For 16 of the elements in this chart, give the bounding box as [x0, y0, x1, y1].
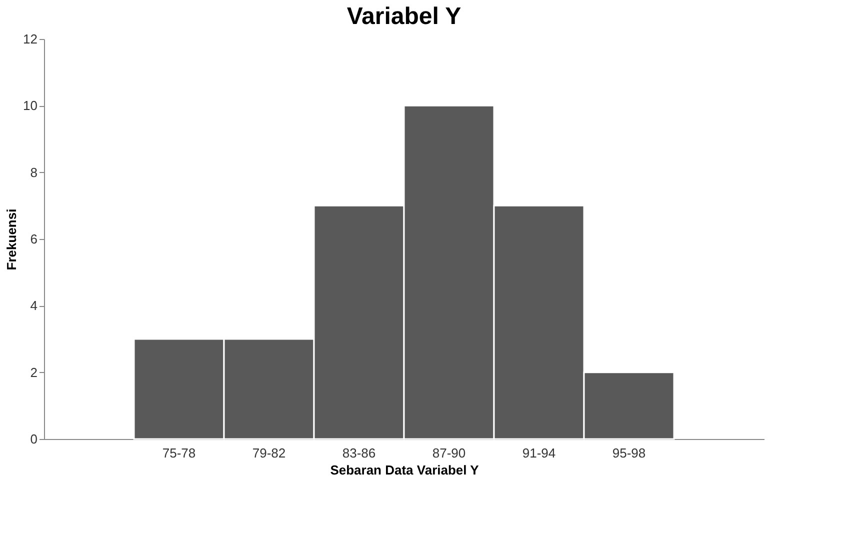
x-tick-label: 83-86 — [342, 446, 376, 460]
y-axis-title: Frekuensi — [4, 208, 20, 270]
y-tick-label: 2 — [30, 364, 38, 380]
y-tick-label: 6 — [30, 232, 38, 246]
y-tick-label: 10 — [23, 98, 38, 114]
x-axis-title: Sebaran Data Variabel Y — [330, 462, 480, 478]
x-tick-label: 95-98 — [612, 446, 646, 460]
x-tick-label: 79-82 — [252, 446, 286, 460]
x-tick-label: 91-94 — [522, 446, 556, 460]
x-tick-label: 75-78 — [162, 446, 196, 460]
chart-title: Variabel Y — [346, 3, 462, 30]
y-tick-label: 4 — [30, 298, 38, 314]
x-tick-label: 87-90 — [432, 446, 466, 460]
y-tick-label: 12 — [23, 32, 38, 46]
y-tick-label: 0 — [30, 432, 38, 446]
y-tick-label: 8 — [30, 164, 38, 180]
